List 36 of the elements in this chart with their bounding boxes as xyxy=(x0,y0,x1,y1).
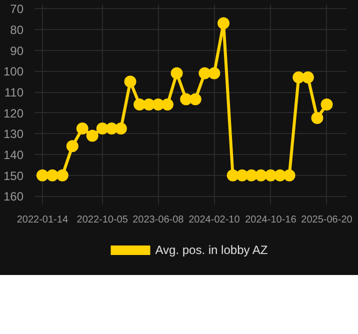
x-tick-label: 2023-06-08 xyxy=(132,214,184,226)
point xyxy=(36,169,48,182)
point xyxy=(320,98,333,110)
y-tick-label: 70 xyxy=(10,2,24,16)
point xyxy=(302,71,314,84)
point xyxy=(283,169,296,182)
point xyxy=(170,67,183,80)
y-tick-label: 160 xyxy=(3,190,24,204)
y-tick-label: 120 xyxy=(3,106,24,120)
point xyxy=(218,17,230,30)
y-tick-label: 100 xyxy=(3,64,24,79)
y-tick-label: 150 xyxy=(3,168,24,183)
y-tick-label: 110 xyxy=(4,86,24,100)
point xyxy=(56,169,68,182)
point xyxy=(76,122,88,134)
y-tick-label: 80 xyxy=(10,23,24,37)
y-tick-label: 140 xyxy=(3,148,24,162)
point xyxy=(189,93,202,106)
x-tick-label: 2024-10-16 xyxy=(245,214,297,226)
point xyxy=(245,169,258,182)
legend-label: Avg. pos. in lobby AZ xyxy=(155,243,268,257)
point xyxy=(114,122,127,134)
point xyxy=(208,67,220,80)
y-tick-label: 130 xyxy=(3,127,24,142)
x-tick-label: 2024-02-10 xyxy=(188,214,240,226)
point xyxy=(311,112,324,124)
point xyxy=(124,76,136,88)
point xyxy=(254,169,267,182)
x-tick-label: 2022-10-05 xyxy=(76,214,128,226)
point xyxy=(161,98,174,110)
point xyxy=(46,169,58,182)
point xyxy=(86,130,98,142)
x-tick-label: 2025-06-20 xyxy=(301,214,353,226)
x-tick-label: 2022-01-14 xyxy=(16,214,68,226)
point xyxy=(66,140,78,152)
y-tick-label: 90 xyxy=(10,44,24,58)
